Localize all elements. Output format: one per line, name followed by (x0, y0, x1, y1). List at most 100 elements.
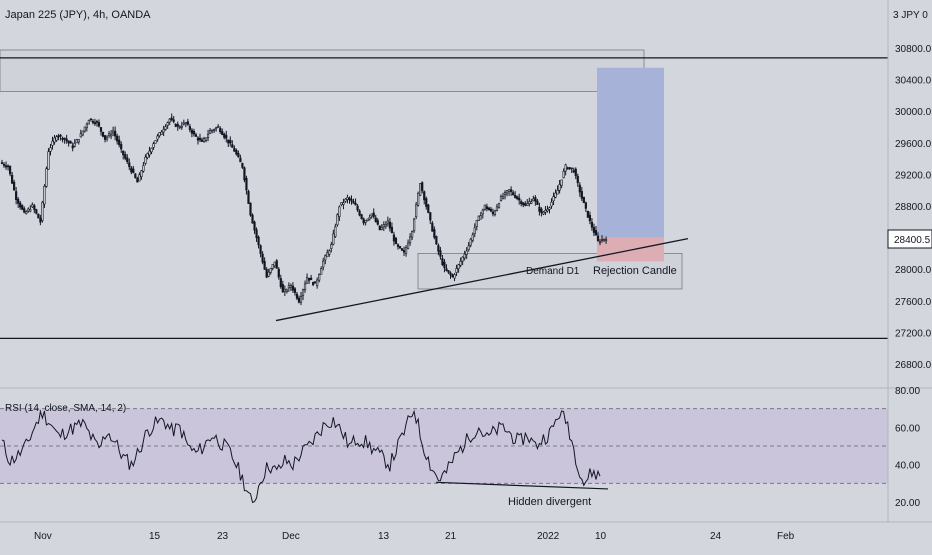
price-tick-label: 30000.0 (895, 107, 932, 118)
candle-body (348, 197, 351, 201)
candle-body (41, 202, 44, 221)
candle-body (366, 218, 369, 222)
candle-body (130, 167, 133, 173)
candle-body (370, 213, 373, 217)
candle-body (37, 213, 40, 219)
candle-body (441, 258, 444, 266)
currency-label: 3 JPY 0 (893, 10, 928, 21)
candle-body (518, 197, 521, 201)
candle-body (330, 244, 333, 250)
candle-body (134, 173, 137, 179)
candle-body (29, 209, 32, 212)
candle-body (360, 214, 363, 220)
candle-body (558, 184, 561, 191)
candle-body (552, 196, 555, 202)
candle-body (178, 126, 181, 129)
candle-body (312, 282, 315, 286)
candle-body (443, 261, 446, 268)
time-tick-label: 24 (710, 531, 722, 542)
candle-body (556, 189, 559, 195)
chart-title: Japan 225 (JPY), 4h, OANDA (5, 9, 151, 21)
candle-body (35, 209, 38, 214)
candle-body (592, 227, 596, 233)
candle-body (332, 233, 335, 245)
candle-body (297, 297, 301, 303)
candle-body (243, 167, 246, 181)
candle-body (25, 211, 28, 215)
candle-body (6, 165, 10, 168)
candle-body (590, 221, 594, 228)
candle-body (566, 167, 569, 170)
rsi-tick-label: 80.00 (895, 386, 920, 397)
candle-body (136, 177, 139, 183)
candle-body (536, 200, 539, 205)
candle-body (310, 277, 313, 281)
candle-body (11, 174, 14, 184)
candle-body (301, 289, 305, 296)
candle-body (479, 215, 482, 220)
candle-body (112, 130, 115, 134)
candle-body (69, 141, 72, 144)
candle-body (334, 226, 337, 237)
candle-body (233, 147, 236, 152)
candle-body (425, 198, 428, 207)
candle-body (126, 157, 129, 162)
candle-body (170, 117, 173, 120)
last-price-value: 28400.5 (894, 235, 931, 246)
candle-body (574, 168, 577, 176)
candle-body (79, 133, 82, 138)
candle-body (338, 206, 341, 217)
candle-body (457, 264, 460, 269)
candle-body (435, 236, 438, 245)
rsi-tick-label: 40.00 (895, 461, 920, 472)
candle-body (528, 201, 531, 204)
candle-body (4, 165, 8, 168)
candle-body (182, 122, 185, 125)
time-tick-label: 13 (378, 531, 390, 542)
candle-body (114, 130, 117, 137)
candle-body (200, 139, 204, 142)
candle-body (59, 134, 62, 137)
candle-body (295, 293, 299, 299)
candle-body (497, 203, 501, 208)
candle-body (227, 139, 230, 144)
candle-body (83, 126, 86, 132)
candle-body (445, 268, 448, 271)
candle-body (604, 239, 608, 241)
time-tick-label: 10 (595, 531, 607, 542)
candle-body (293, 288, 297, 293)
candle-body (516, 196, 519, 199)
candle-body (31, 204, 34, 208)
candle-body (138, 174, 141, 182)
candle-body (451, 274, 454, 278)
candle-body (388, 221, 391, 229)
time-tick-label: Nov (34, 531, 52, 542)
candle-body (77, 139, 80, 143)
candle-body (223, 133, 226, 138)
time-tick-label: 23 (217, 531, 229, 542)
candle-body (419, 183, 422, 196)
last-price-tag: 28400.5 (887, 229, 932, 249)
candle-body (219, 128, 222, 133)
candle-body (13, 181, 16, 191)
candle-body (411, 231, 414, 238)
trend-line (275, 238, 689, 322)
candle-body (524, 203, 527, 206)
candle-body (287, 285, 290, 289)
candle-body (267, 271, 270, 277)
candle-body (33, 205, 36, 210)
candle-body (85, 123, 88, 129)
candle-body (520, 201, 523, 205)
candle-body (213, 129, 216, 131)
candle-body (93, 122, 97, 125)
candle-body (53, 137, 56, 143)
candle-body (372, 212, 375, 217)
candle-body (8, 165, 12, 175)
candle-body (277, 268, 280, 278)
candle-body (471, 234, 474, 241)
candle-body (57, 135, 60, 138)
candle-body (501, 195, 505, 199)
candle-body (15, 191, 18, 200)
